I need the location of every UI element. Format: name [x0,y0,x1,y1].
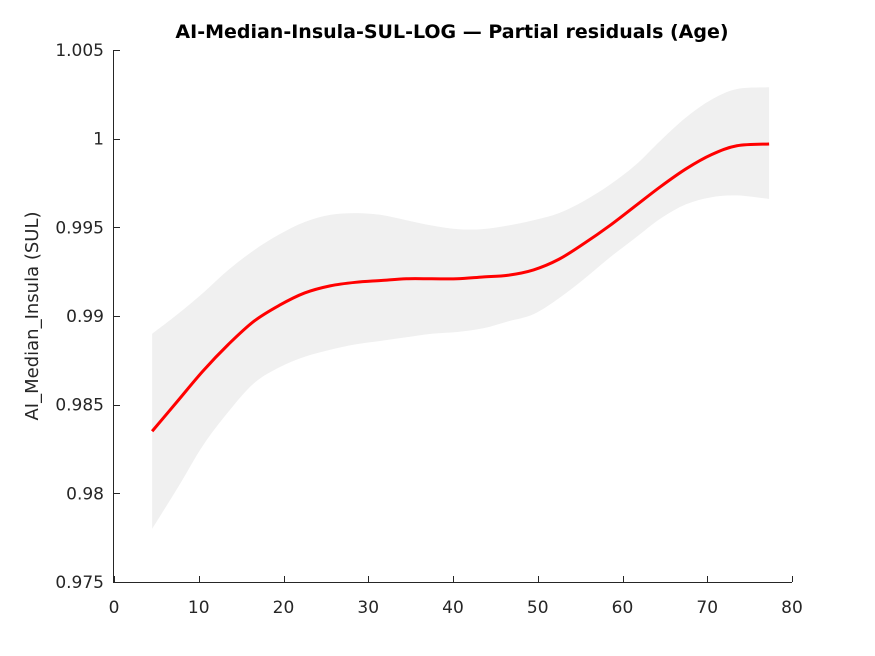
y-tick-label: 0.985 [55,396,104,416]
y-tick-label: 0.98 [66,484,104,504]
x-tick-label: 10 [188,598,210,618]
axes [113,50,792,583]
y-tick-label: 0.975 [55,573,104,593]
x-tick-label: 60 [612,598,634,618]
x-tick-label: 80 [781,598,803,618]
y-tick-label: 0.99 [66,307,104,327]
x-tick-label: 40 [442,598,464,618]
y-tick-label: 1 [93,130,104,150]
y-axis-title: AI_Median_Insula (SUL) [22,211,43,420]
y-tick-label: 0.995 [55,218,104,238]
confidence-band [152,87,770,529]
x-tick-label: 0 [109,598,120,618]
y-ticks: 0.975 0.98 0.985 0.99 0.995 1 1.005 [55,41,120,593]
y-tick-label: 1.005 [55,41,104,61]
chart-title: AI-Median-Insula-SUL-LOG — Partial resid… [175,21,728,43]
x-tick-label: 20 [273,598,295,618]
fit-line [150,142,770,433]
x-tick-label: 30 [357,598,379,618]
fit-line-layer [150,142,770,433]
x-tick-label: 50 [527,598,549,618]
x-tick-label: 70 [696,598,718,618]
confidence-band-layer [152,87,770,529]
x-ticks: 0 10 20 30 40 50 60 70 80 [109,576,803,618]
